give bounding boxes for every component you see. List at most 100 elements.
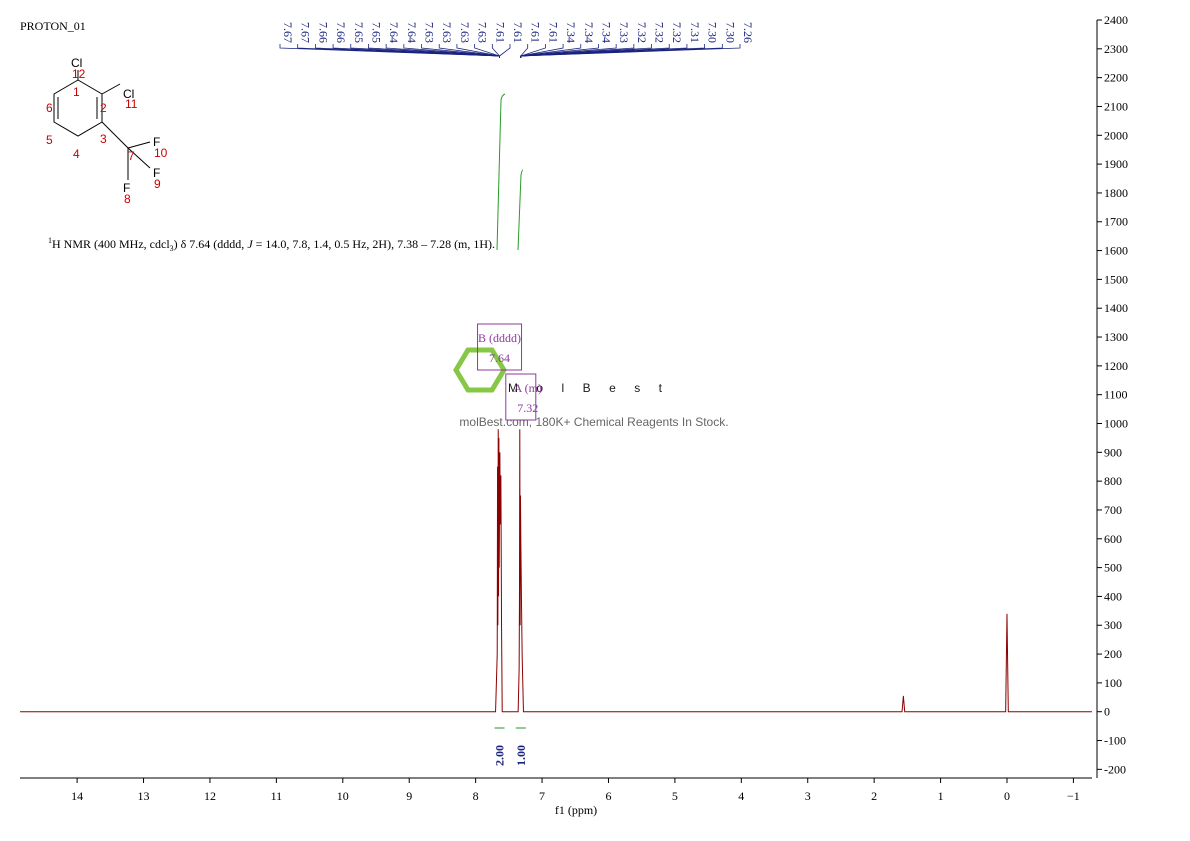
integral-label: 2.00 bbox=[493, 745, 507, 766]
atom-index: 10 bbox=[154, 146, 168, 160]
y-tick-label: 300 bbox=[1104, 618, 1122, 632]
y-tick-label: 900 bbox=[1104, 445, 1122, 459]
atom-index: 7 bbox=[128, 149, 135, 163]
title: PROTON_01 bbox=[20, 19, 86, 33]
x-tick-label: 14 bbox=[71, 789, 83, 803]
x-tick-label: 9 bbox=[406, 789, 412, 803]
y-tick-label: 1500 bbox=[1104, 272, 1128, 286]
text: ) δ 7.64 (dddd, bbox=[174, 237, 248, 251]
structure: Cl 12 1 2 Cl 11 6 5 4 3 7 F 10 F 9 F 8 bbox=[46, 56, 168, 206]
spectrum bbox=[20, 429, 1092, 713]
peak-label: 7.64 bbox=[387, 22, 401, 43]
integral-label: 1.00 bbox=[514, 745, 528, 766]
y-tick-label: 1400 bbox=[1104, 301, 1128, 315]
x-tick-label: 12 bbox=[204, 789, 216, 803]
multiplet-label: B (dddd) bbox=[478, 331, 521, 345]
bond bbox=[127, 147, 151, 169]
y-tick-label: 1900 bbox=[1104, 157, 1128, 171]
y-tick-label: 2000 bbox=[1104, 128, 1128, 142]
x-tick-label: 10 bbox=[337, 789, 349, 803]
peak-connector bbox=[499, 44, 511, 58]
peak-label: 7.67 bbox=[281, 22, 295, 43]
multiplet-box bbox=[505, 373, 537, 421]
x-axis-label: f1 (ppm) bbox=[555, 803, 597, 817]
atom-index: 2 bbox=[100, 101, 107, 115]
atom: Cl bbox=[71, 56, 82, 70]
peak-label: 7.63 bbox=[476, 22, 490, 43]
text: = 14.0, 7.8, 1.4, 0.5 Hz, 2H), 7.38 – 7.… bbox=[253, 237, 495, 251]
atom-index: 5 bbox=[46, 133, 53, 147]
multiplet-shift: 7.32 bbox=[517, 401, 538, 415]
atom: Cl bbox=[123, 87, 134, 101]
integral-curve bbox=[496, 93, 506, 251]
peak-label: 7.32 bbox=[670, 22, 684, 43]
y-tick-label: 1700 bbox=[1104, 215, 1128, 229]
peak-label: 7.32 bbox=[653, 22, 667, 43]
peak-label: 7.64 bbox=[405, 22, 419, 43]
y-tick-label: 800 bbox=[1104, 474, 1122, 488]
x-tick-label: 7 bbox=[539, 789, 545, 803]
x-tick-label: −1 bbox=[1067, 789, 1080, 803]
x-tick-label: 11 bbox=[271, 789, 283, 803]
atom-index: 9 bbox=[154, 177, 161, 191]
y-tick-label: -100 bbox=[1104, 734, 1126, 748]
peak-label: 7.33 bbox=[617, 22, 631, 43]
peak-label: 7.66 bbox=[334, 22, 348, 43]
integral-curve bbox=[517, 169, 524, 251]
peak-label: 7.31 bbox=[688, 22, 702, 43]
y-tick-label: 1800 bbox=[1104, 186, 1128, 200]
y-tick-label: 2400 bbox=[1104, 13, 1128, 27]
atom-index: 3 bbox=[100, 132, 107, 146]
multiplet-shift: 7.64 bbox=[489, 351, 510, 365]
y-tick-label: 400 bbox=[1104, 589, 1122, 603]
peak-label: 7.61 bbox=[546, 22, 560, 43]
text: H NMR (400 MHz, cdcl bbox=[52, 237, 170, 251]
atom-index: 4 bbox=[73, 147, 80, 161]
logo bbox=[453, 347, 507, 393]
text: J bbox=[247, 237, 253, 251]
peak-label: 7.30 bbox=[723, 22, 737, 43]
peak-label: 7.34 bbox=[582, 22, 596, 43]
atom-index: 1 bbox=[73, 85, 80, 99]
tagline: molBest.com, 180K+ Chemical Reagents In … bbox=[459, 415, 728, 429]
bond bbox=[101, 121, 129, 149]
peak-label: 7.65 bbox=[369, 22, 383, 43]
atom-index: 11 bbox=[125, 97, 138, 111]
peak-label: 7.26 bbox=[741, 22, 755, 43]
y-tick-label: 1100 bbox=[1104, 388, 1128, 402]
peak-label: 7.32 bbox=[635, 22, 649, 43]
x-tick-label: 6 bbox=[605, 789, 611, 803]
peak-label: 7.66 bbox=[316, 22, 330, 43]
peak-label: 7.61 bbox=[529, 22, 543, 43]
y-tick-label: 600 bbox=[1104, 532, 1122, 546]
atom: F bbox=[153, 135, 160, 149]
y-tick-label: 200 bbox=[1104, 647, 1122, 661]
x-tick-label: 13 bbox=[138, 789, 150, 803]
y-tick-label: 1300 bbox=[1104, 330, 1128, 344]
sub: 3 bbox=[170, 244, 174, 253]
atom-index: 12 bbox=[72, 67, 86, 81]
peak-label: 7.63 bbox=[423, 22, 437, 43]
y-tick-label: 1000 bbox=[1104, 416, 1128, 430]
y-tick-label: -200 bbox=[1104, 762, 1126, 776]
peak-label: 7.61 bbox=[511, 22, 525, 43]
peak-label: 7.34 bbox=[564, 22, 578, 43]
atom: F bbox=[123, 181, 130, 195]
atom-index: 6 bbox=[46, 101, 53, 115]
x-tick-label: 8 bbox=[473, 789, 479, 803]
peak-label: 7.63 bbox=[440, 22, 454, 43]
x-tick-label: 0 bbox=[1004, 789, 1010, 803]
x-tick-label: 4 bbox=[738, 789, 744, 803]
y-tick-label: 0 bbox=[1104, 705, 1110, 719]
sup: 1 bbox=[48, 236, 52, 245]
bond bbox=[127, 141, 151, 149]
y-tick-label: 2100 bbox=[1104, 99, 1128, 113]
peak-label: 7.30 bbox=[706, 22, 720, 43]
x-tick-label: 5 bbox=[672, 789, 678, 803]
y-tick-label: 700 bbox=[1104, 503, 1122, 517]
bond bbox=[101, 83, 121, 95]
atom: F bbox=[153, 166, 160, 180]
atom-index: 8 bbox=[124, 192, 131, 206]
y-tick-label: 1600 bbox=[1104, 244, 1128, 258]
